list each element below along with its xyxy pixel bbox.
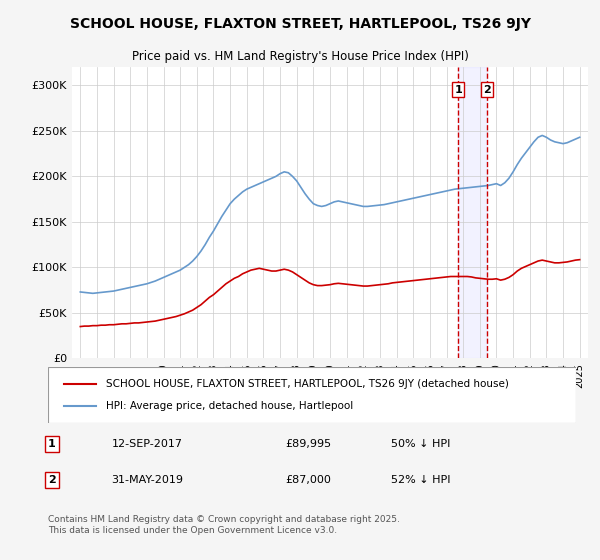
Text: 2: 2: [483, 85, 491, 95]
Bar: [458, 67, 487, 358]
Text: £89,995: £89,995: [286, 439, 332, 449]
Text: £87,000: £87,000: [286, 475, 331, 485]
Text: 31-MAY-2019: 31-MAY-2019: [112, 475, 184, 485]
Text: 1: 1: [454, 85, 462, 95]
Text: 2: 2: [48, 475, 56, 485]
Text: 12-SEP-2017: 12-SEP-2017: [112, 439, 182, 449]
FancyBboxPatch shape: [48, 367, 576, 423]
Text: HPI: Average price, detached house, Hartlepool: HPI: Average price, detached house, Hart…: [106, 401, 353, 411]
Text: 1: 1: [48, 439, 56, 449]
Text: SCHOOL HOUSE, FLAXTON STREET, HARTLEPOOL, TS26 9JY: SCHOOL HOUSE, FLAXTON STREET, HARTLEPOOL…: [70, 17, 530, 31]
Text: SCHOOL HOUSE, FLAXTON STREET, HARTLEPOOL, TS26 9JY (detached house): SCHOOL HOUSE, FLAXTON STREET, HARTLEPOOL…: [106, 379, 509, 389]
Text: Price paid vs. HM Land Registry's House Price Index (HPI): Price paid vs. HM Land Registry's House …: [131, 50, 469, 63]
Text: 52% ↓ HPI: 52% ↓ HPI: [391, 475, 451, 485]
Text: Contains HM Land Registry data © Crown copyright and database right 2025.
This d: Contains HM Land Registry data © Crown c…: [48, 515, 400, 535]
Text: 50% ↓ HPI: 50% ↓ HPI: [391, 439, 451, 449]
